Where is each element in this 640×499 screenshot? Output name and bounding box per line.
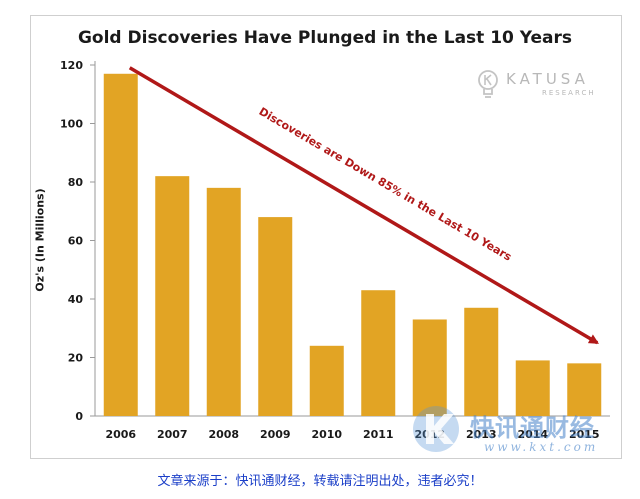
x-tick-label: 2006 bbox=[105, 428, 136, 441]
y-tick-label: 100 bbox=[60, 118, 83, 131]
y-tick-label: 40 bbox=[68, 293, 84, 306]
bar-2009 bbox=[258, 217, 293, 416]
bar-2008 bbox=[206, 187, 241, 416]
x-tick-label: 2014 bbox=[517, 428, 548, 441]
watermark-text: 快讯通财经 bbox=[470, 414, 595, 442]
x-tick-label: 2007 bbox=[157, 428, 188, 441]
x-tick-label: 2008 bbox=[208, 428, 239, 441]
source-note: 文章来源于：快讯通财经，转载请注明出处，违者必究！ bbox=[157, 474, 483, 489]
x-tick-label: 2013 bbox=[466, 428, 497, 441]
bar-2012 bbox=[412, 319, 447, 416]
trend-arrow bbox=[128, 66, 599, 345]
x-tick-label: 2010 bbox=[311, 428, 342, 441]
y-tick-label: 60 bbox=[68, 235, 84, 248]
kxt-logo-icon bbox=[413, 406, 459, 452]
bar-2015 bbox=[567, 363, 602, 416]
y-tick-label: 20 bbox=[68, 352, 84, 365]
y-tick-label: 0 bbox=[75, 410, 83, 423]
logo-name: KATUSA bbox=[506, 70, 589, 88]
bar-2011 bbox=[361, 290, 396, 416]
trend-annotation: Discoveries are Down 85% in the Last 10 … bbox=[257, 105, 515, 264]
katusa-logo: KATUSA RESEARCH bbox=[476, 68, 616, 102]
x-tick-label: 2015 bbox=[569, 428, 600, 441]
kxt-watermark: 快讯通财经 www.kxt.com bbox=[408, 404, 638, 454]
x-tick-label: 2011 bbox=[363, 428, 394, 441]
bar-2013 bbox=[464, 307, 499, 416]
bar-2010 bbox=[309, 345, 344, 416]
bar-2007 bbox=[155, 176, 190, 416]
bar-2006 bbox=[103, 73, 138, 417]
x-tick-label: 2009 bbox=[260, 428, 291, 441]
watermark-url: www.kxt.com bbox=[484, 440, 599, 454]
lightbulb-icon bbox=[478, 70, 498, 98]
y-tick-label: 120 bbox=[60, 59, 83, 72]
y-tick-label: 80 bbox=[68, 176, 84, 189]
bar-2014 bbox=[515, 360, 550, 416]
logo-subtitle: RESEARCH bbox=[542, 89, 596, 97]
chart-title: Gold Discoveries Have Plunged in the Las… bbox=[77, 28, 573, 48]
